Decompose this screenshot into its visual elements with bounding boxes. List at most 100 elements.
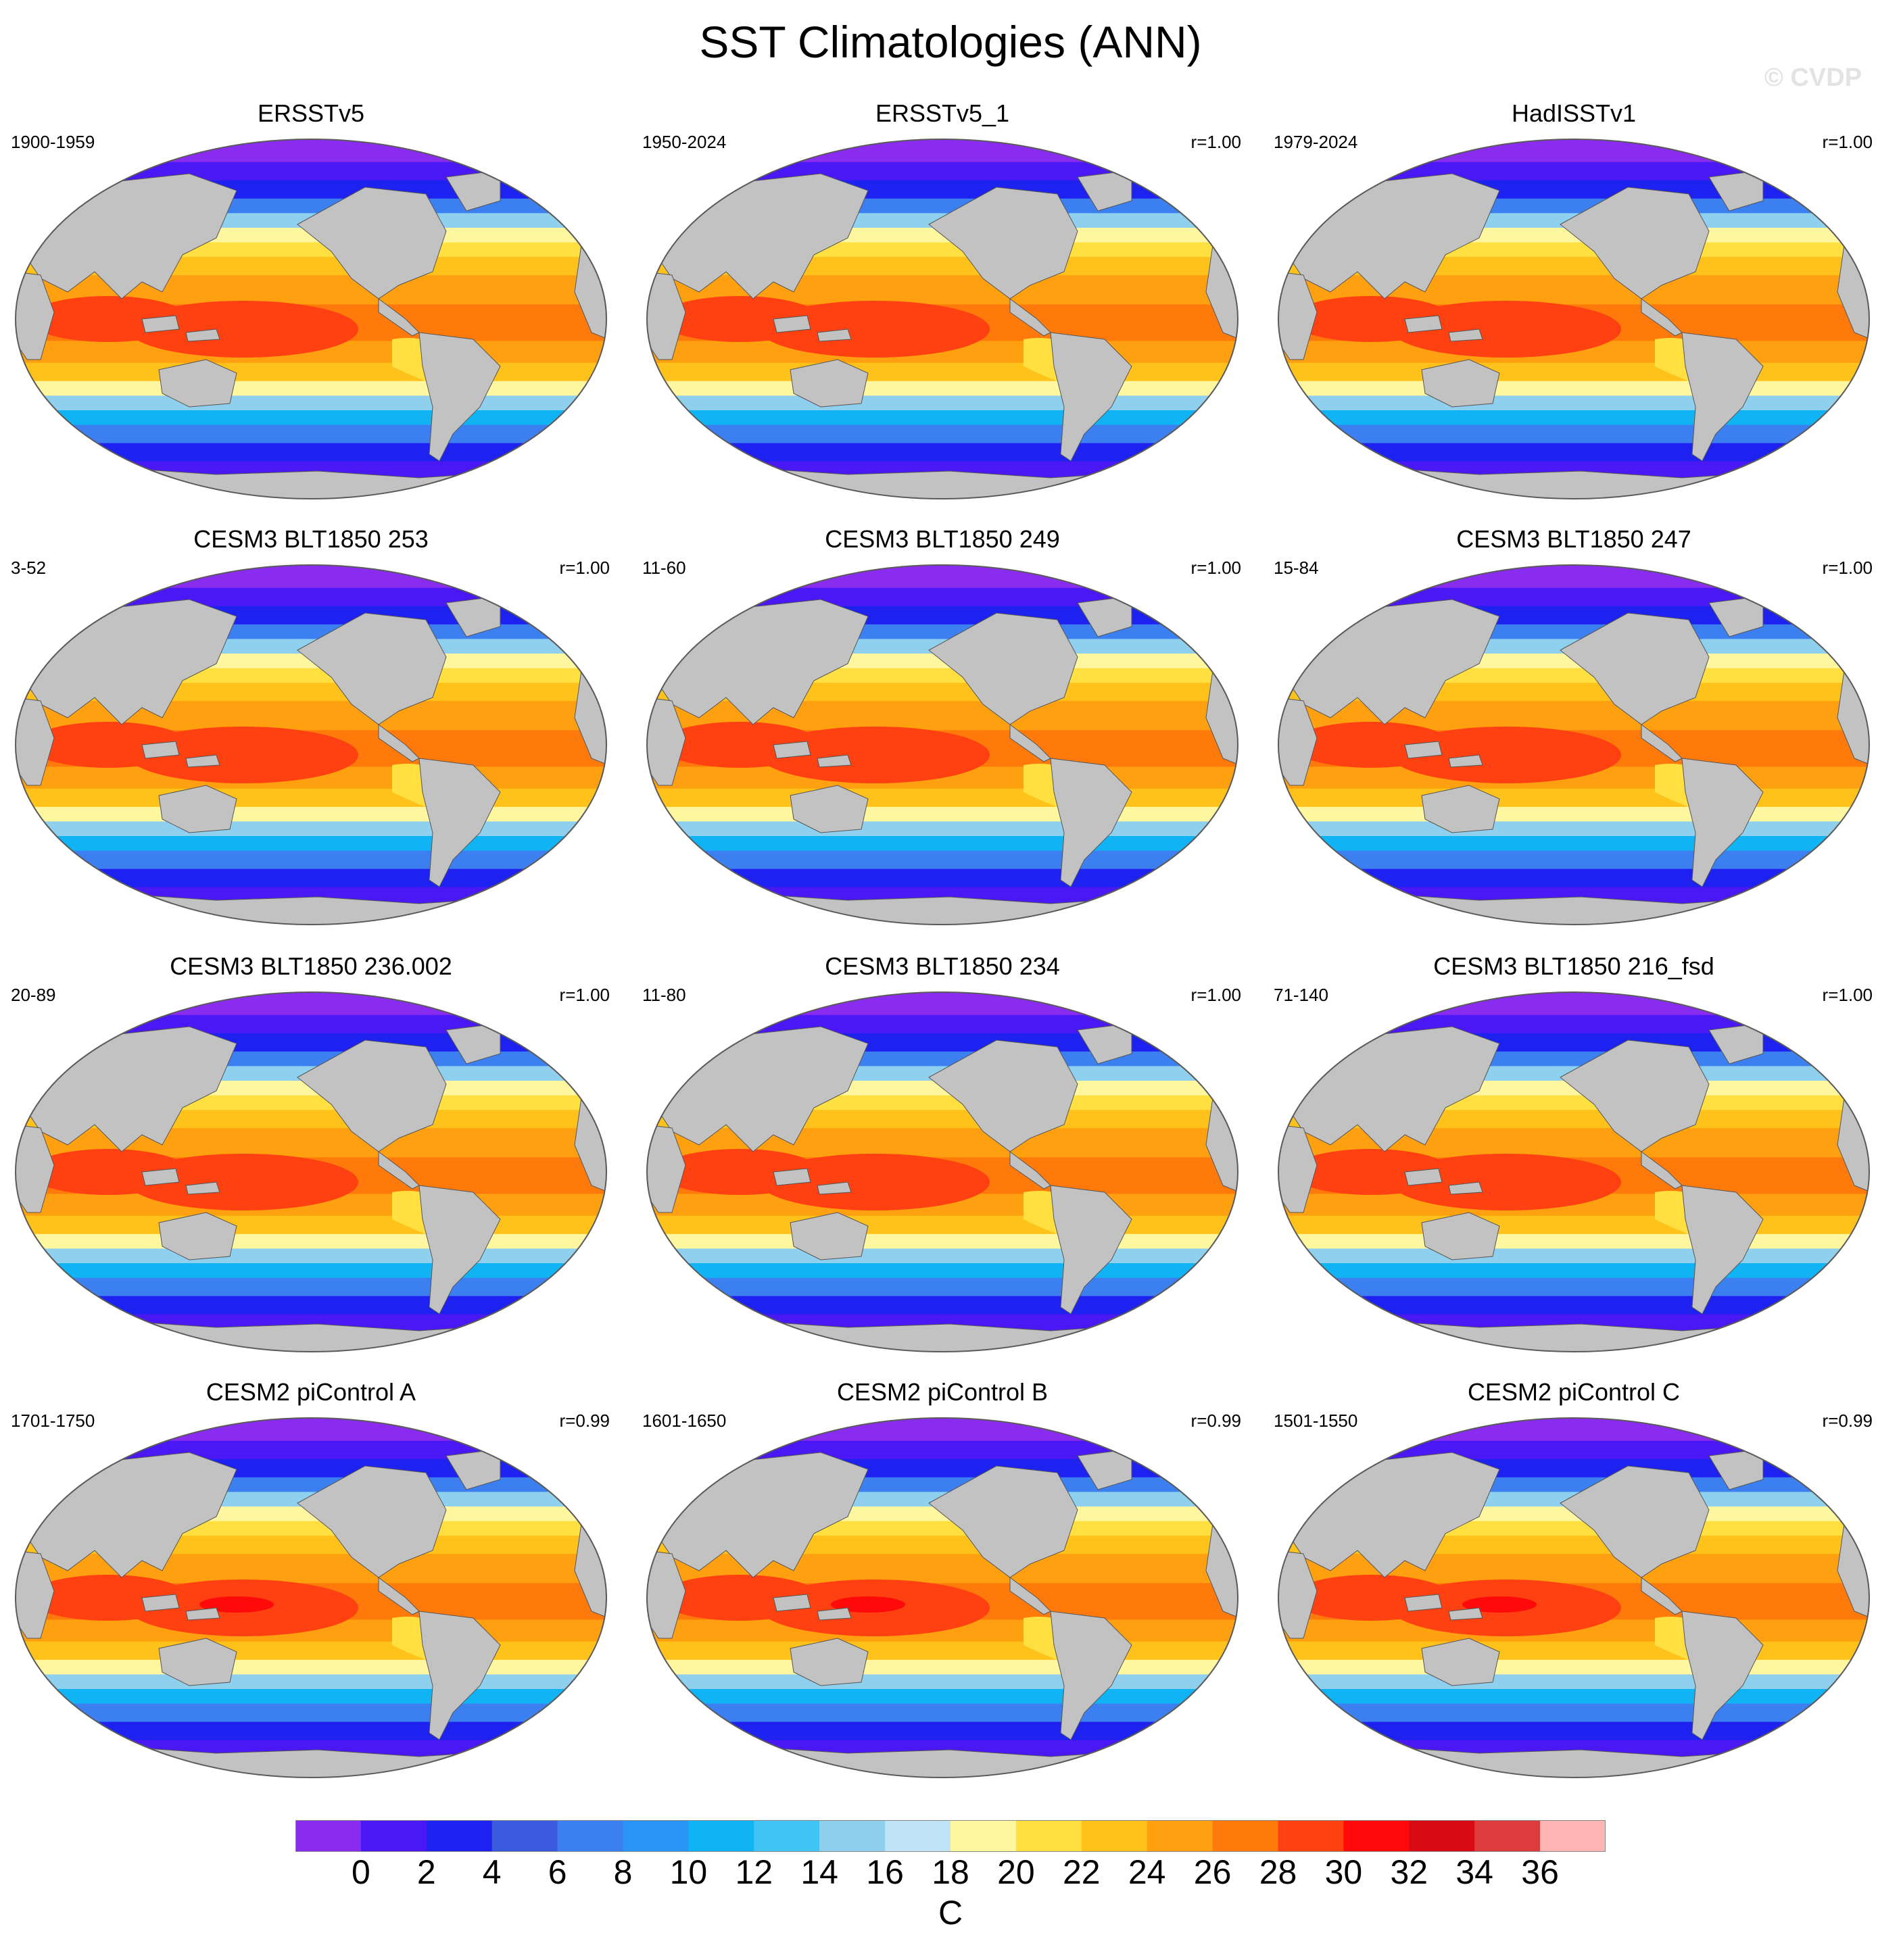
land-mass (297, 1465, 447, 1578)
land-mass (1404, 1168, 1443, 1186)
colorbar-swatch (1540, 1820, 1606, 1852)
land-mass (1050, 332, 1132, 462)
sst-band (1278, 162, 1869, 181)
land-mass (1404, 1594, 1443, 1612)
panel-title: CESM3 BLT1850 216_fsd (1433, 952, 1714, 980)
colorbar-swatch (1278, 1820, 1344, 1852)
land-mass (1404, 741, 1443, 759)
sst-map (1278, 1417, 1870, 1778)
land-mass (647, 1320, 1238, 1352)
land-mass (185, 1607, 220, 1621)
land-mass (1681, 758, 1764, 887)
sst-band (1278, 1674, 1869, 1690)
land-mass (1681, 332, 1764, 462)
sst-band (647, 1248, 1238, 1264)
sst-band (647, 850, 1238, 870)
land-mass (1641, 1577, 1683, 1615)
colorbar-tick-label: 28 (1259, 1853, 1297, 1891)
map-panel: CESM3 BLT1850 249 11-60 r=1.00 (631, 524, 1253, 944)
colorbar-tick-label: 2 (416, 1853, 436, 1891)
sst-band (1278, 139, 1869, 163)
sst-band (647, 424, 1238, 444)
panel-period: 71-140 (1274, 985, 1328, 1005)
sst-band (1278, 381, 1869, 397)
colorbar-swatch (1212, 1820, 1278, 1852)
sst-band (16, 1703, 606, 1723)
land-mass (16, 1124, 55, 1213)
map-panel: ERSSTv5_1 1950-2024 r=1.00 (631, 99, 1253, 518)
sst-band (647, 565, 1238, 589)
sst-band (1278, 806, 1869, 823)
land-mass (1641, 1151, 1683, 1190)
colorbar-tick-label: 16 (866, 1853, 904, 1891)
map-frame (646, 139, 1238, 499)
sst-band (647, 1263, 1238, 1279)
colorbar-tick-label: 10 (669, 1853, 708, 1891)
colorbar-swatch (819, 1820, 886, 1852)
sst-band (647, 821, 1238, 837)
panel-correlation: r=1.00 (559, 558, 610, 578)
sst-band (16, 1440, 606, 1460)
sst-band (647, 1277, 1238, 1297)
sst-band (647, 992, 1238, 1016)
colorbar-tick-label: 0 (351, 1853, 370, 1891)
sst-band (647, 1641, 1238, 1661)
colorbar-swatch (1081, 1820, 1148, 1852)
land-mass (1421, 1212, 1500, 1260)
land-mass (647, 1746, 1238, 1778)
colorbar-tick-label: 6 (548, 1853, 567, 1891)
land-mass (1560, 1039, 1710, 1152)
sst-band (1278, 1277, 1869, 1297)
colorbar-swatch (688, 1820, 754, 1852)
map-frame (15, 1417, 607, 1778)
colorbar-tick-label: 32 (1390, 1853, 1428, 1891)
land-mass (1278, 893, 1869, 925)
colorbar-swatch (623, 1820, 689, 1852)
panel-correlation: r=0.99 (1822, 1411, 1873, 1431)
sst-band (16, 850, 606, 870)
land-mass (141, 1594, 180, 1612)
colorbar-tick-label: 26 (1193, 1853, 1232, 1891)
map-frame (15, 139, 607, 499)
sst-band (647, 1215, 1238, 1235)
colorbar-tick-label: 12 (735, 1853, 773, 1891)
sst-map (15, 991, 607, 1352)
land-mass (1448, 754, 1483, 768)
sst-band (16, 139, 606, 163)
land-mass (817, 1607, 852, 1621)
land-mass (378, 724, 420, 762)
map-panel: CESM3 BLT1850 216_fsd 71-140 r=1.00 (1263, 952, 1885, 1371)
colorbar-frame (295, 1820, 1606, 1852)
map-frame (1278, 564, 1870, 925)
sst-map (15, 1417, 607, 1778)
colorbar-swatch (1147, 1820, 1213, 1852)
map-frame (15, 991, 607, 1352)
land-mass (1448, 1181, 1483, 1195)
colorbar-swatch (1409, 1820, 1475, 1852)
land-mass (297, 1039, 447, 1152)
land-mass (1681, 1611, 1764, 1740)
land-mass (158, 359, 237, 408)
sst-band (16, 1215, 606, 1235)
land-mass (1448, 1607, 1483, 1621)
land-mass (297, 187, 447, 299)
sst-band (647, 836, 1238, 852)
map-panel: ERSSTv5 1900-1959 (0, 99, 622, 518)
sst-band (16, 395, 606, 411)
land-mass (16, 271, 55, 360)
map-frame (646, 991, 1238, 1352)
sst-band (647, 162, 1238, 181)
colorbar-swatch (360, 1820, 427, 1852)
land-mass (790, 1212, 869, 1260)
panel-period: 1601-1650 (642, 1411, 727, 1431)
colorbar-tick-label: 36 (1521, 1853, 1559, 1891)
colorbar-swatch (1015, 1820, 1082, 1852)
land-mass (1641, 298, 1683, 337)
colorbar-swatch (754, 1820, 820, 1852)
land-mass (1641, 724, 1683, 762)
sst-band (647, 1014, 1238, 1034)
panel-title: ERSSTv5_1 (875, 99, 1010, 127)
sst-band (16, 1277, 606, 1297)
sst-band (1278, 1248, 1869, 1264)
land-mass (378, 298, 420, 337)
